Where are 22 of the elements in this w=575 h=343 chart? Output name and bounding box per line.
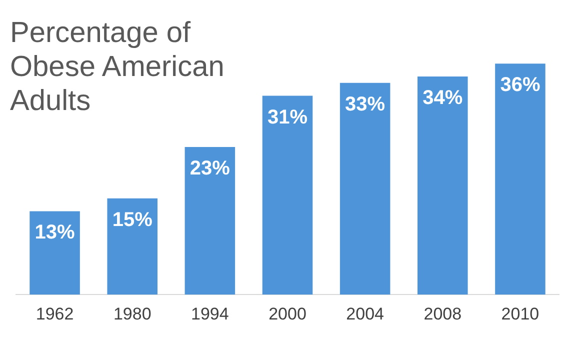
bar <box>418 76 468 295</box>
data-label: 31% <box>267 106 308 128</box>
bar <box>495 64 546 295</box>
data-label: 34% <box>422 87 463 110</box>
bar <box>184 147 236 295</box>
x-tick-label: 2004 <box>346 304 384 324</box>
data-label: 33% <box>345 93 386 116</box>
data-label: 13% <box>34 222 76 244</box>
data-label: 36% <box>500 74 540 96</box>
bar <box>30 211 80 295</box>
x-tick-label: 1994 <box>191 304 229 324</box>
bar <box>107 198 158 295</box>
x-tick-label: 1962 <box>36 304 74 324</box>
x-tick-label: 1980 <box>113 304 152 324</box>
data-label: 23% <box>190 158 230 180</box>
chart-title: Percentage of Obese American Adults <box>10 16 226 118</box>
bar <box>340 82 390 295</box>
bar <box>262 96 313 295</box>
x-tick-label: 2010 <box>501 304 540 324</box>
x-tick-label: 2000 <box>268 304 306 324</box>
x-tick-label: 2008 <box>424 304 462 324</box>
data-label: 15% <box>112 208 153 231</box>
